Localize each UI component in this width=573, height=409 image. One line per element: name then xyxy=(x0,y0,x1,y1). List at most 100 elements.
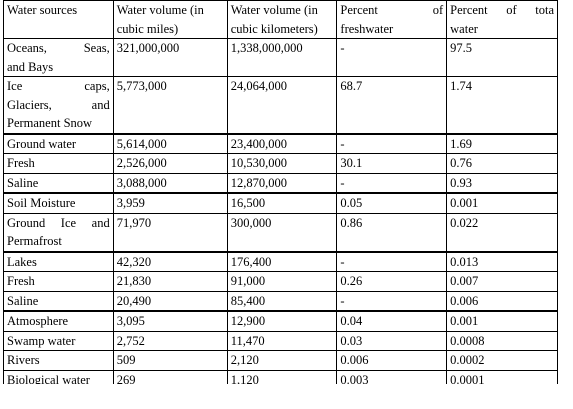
water-source-label-line: Permafrost xyxy=(7,234,62,248)
table-row: Biological water 269 1,120 0.003 0.0001 xyxy=(3,369,558,385)
table-row: Ground Ice and Permafrost 71,970 300,000 0.8… xyxy=(3,212,558,253)
cell-percent-freshwater: 0.04 xyxy=(336,310,448,332)
cell-water-source: Oceans, Seas, and Bays xyxy=(3,38,114,77)
cell-volume-miles: 3,959 xyxy=(112,192,228,214)
cell-volume-miles: 2,752 xyxy=(112,330,228,351)
cell-percent-total: 0.013 xyxy=(446,251,558,272)
header-volume-km-line-1: Water volume (in xyxy=(230,3,318,17)
header-percent-freshwater-word-1: Percent xyxy=(340,3,378,17)
cell-water-source: Atmosphere xyxy=(3,310,114,332)
table-row: Rivers 509 2,120 0.006 0.0002 xyxy=(3,350,558,371)
cell-volume-km: 1,338,000,000 xyxy=(226,38,338,77)
cell-water-source: Rivers xyxy=(3,350,114,371)
cell-water-source: Lakes xyxy=(3,251,114,272)
table-row: Atmosphere 3,095 12,900 0.04 0.001 xyxy=(3,310,558,332)
water-source-label-line: Lakes xyxy=(7,254,37,269)
cell-volume-miles: 2,526,000 xyxy=(112,153,228,174)
water-source-label-line: Rivers xyxy=(7,353,40,367)
cell-volume-km: 1,120 xyxy=(226,369,338,384)
cell-percent-total: 0.007 xyxy=(446,271,558,292)
cell-volume-miles: 269 xyxy=(112,369,228,384)
cell-percent-freshwater: 0.003 xyxy=(336,369,448,384)
water-source-label-line: Fresh xyxy=(7,156,35,170)
cell-water-source: Swamp water xyxy=(3,330,114,351)
water-source-label-line: Atmosphere xyxy=(7,314,69,328)
water-source-label-line: Saline xyxy=(7,293,39,308)
cell-percent-total: 1.74 xyxy=(446,76,558,135)
header-percent-total-word-3: tota xyxy=(535,3,554,17)
cell-volume-miles: 3,095 xyxy=(112,310,228,332)
cell-volume-miles: 3,088,000 xyxy=(112,172,228,194)
header-volume-km-line-2: cubic kilometers) xyxy=(230,21,318,36)
water-source-label-line: Ground water xyxy=(7,136,77,151)
header-percent-total: Percent of tota water xyxy=(446,0,558,39)
water-distribution-document: Water sources Water volume (in cubic mil… xyxy=(3,0,558,384)
cell-volume-km: 23,400,000 xyxy=(226,133,338,154)
cell-water-source: Saline xyxy=(3,290,114,312)
cell-water-source: Fresh xyxy=(3,153,114,174)
cell-volume-km: 24,064,000 xyxy=(226,76,338,135)
cell-volume-km: 85,400 xyxy=(226,290,338,312)
table-row: Fresh 2,526,000 10,530,000 30.1 0.76 xyxy=(3,153,558,174)
water-source-label-line: Ground Ice and xyxy=(7,215,110,230)
cell-volume-miles: 321,000,000 xyxy=(112,38,228,77)
cell-percent-total: 0.76 xyxy=(446,153,558,174)
cell-percent-freshwater: - xyxy=(336,290,448,312)
water-source-label-line: Oceans, Seas, xyxy=(7,41,110,55)
header-water-sources-text: Water sources xyxy=(7,3,78,17)
water-source-label-line: Ice caps, xyxy=(7,79,110,93)
water-source-label-line: Saline xyxy=(7,175,39,190)
cell-water-source: Ground Ice and Permafrost xyxy=(3,212,114,253)
cell-percent-total: 0.022 xyxy=(446,212,558,253)
table-row: Fresh 21,830 91,000 0.26 0.007 xyxy=(3,271,558,292)
water-source-label-line: Swamp water xyxy=(7,333,76,348)
cell-volume-miles: 5,614,000 xyxy=(112,133,228,154)
cell-volume-miles: 20,490 xyxy=(112,290,228,312)
table-row: Lakes 42,320 176,400-0.013 xyxy=(3,251,558,272)
header-water-sources: Water sources xyxy=(3,0,114,39)
cell-water-source: Soil Moisture xyxy=(3,192,114,214)
water-source-label-line: and Bays xyxy=(7,59,54,74)
cell-percent-freshwater: - xyxy=(336,251,448,272)
cell-percent-freshwater: 0.05 xyxy=(336,192,448,214)
header-percent-total-line-2: water xyxy=(450,21,478,36)
cell-water-source: Ice caps, Glaciers, and Permanent Snow xyxy=(3,76,114,135)
cell-percent-freshwater: - xyxy=(336,133,448,154)
cell-percent-freshwater: - xyxy=(336,38,448,77)
water-source-label-line: Biological water xyxy=(7,372,90,385)
water-source-label-line: Glaciers, and xyxy=(7,97,110,112)
cell-water-source: Fresh xyxy=(3,271,114,292)
cell-water-source: Biological water xyxy=(3,369,114,385)
table-header-row: Water sources Water volume (in cubic mil… xyxy=(3,0,558,39)
cell-percent-total: 0.006 xyxy=(446,290,558,312)
cell-percent-total: 1.69 xyxy=(446,133,558,154)
water-volume-table: Water sources Water volume (in cubic mil… xyxy=(3,0,558,384)
cell-volume-miles: 509 xyxy=(112,350,228,371)
cell-percent-total: 0.0002 xyxy=(446,350,558,371)
cell-percent-freshwater: 0.03 xyxy=(336,330,448,351)
cell-volume-km: 176,400 xyxy=(226,251,338,272)
cell-volume-miles: 71,970 xyxy=(112,212,228,253)
cell-volume-km: 300,000 xyxy=(226,212,338,253)
cell-percent-total: 0.0008 xyxy=(446,330,558,351)
cell-percent-total: 0.0001 xyxy=(446,369,558,384)
cell-volume-km: 91,000 xyxy=(226,271,338,292)
header-percent-freshwater-word-2: of xyxy=(432,3,444,17)
cell-percent-freshwater: 0.26 xyxy=(336,271,448,292)
cell-percent-freshwater: 30.1 xyxy=(336,153,448,174)
cell-volume-km: 10,530,000 xyxy=(226,153,338,174)
cell-volume-km: 12,900 xyxy=(226,310,338,332)
header-volume-miles-line-2: cubic miles) xyxy=(116,21,179,36)
table-row: Oceans, Seas, and Bays 321,000,000 1,338,00… xyxy=(3,38,558,77)
water-source-label-line: Permanent Snow xyxy=(7,116,93,130)
header-percent-freshwater-line-2: freshwater xyxy=(340,21,394,36)
cell-percent-freshwater: 68.7 xyxy=(336,76,448,135)
cell-volume-miles: 5,773,000 xyxy=(112,76,228,135)
table-body: Oceans, Seas, and Bays 321,000,000 1,338,00… xyxy=(3,38,558,385)
table-row: Soil Moisture 3,959 16,500 0.05 0.001 xyxy=(3,192,558,214)
table-row: Saline 20,490 85,400-0.006 xyxy=(3,290,558,312)
cell-percent-total: 97.5 xyxy=(446,38,558,77)
table-row: Saline 3,088,000 12,870,000-0.93 xyxy=(3,172,558,194)
cell-volume-miles: 21,830 xyxy=(112,271,228,292)
cell-percent-total: 0.93 xyxy=(446,172,558,194)
